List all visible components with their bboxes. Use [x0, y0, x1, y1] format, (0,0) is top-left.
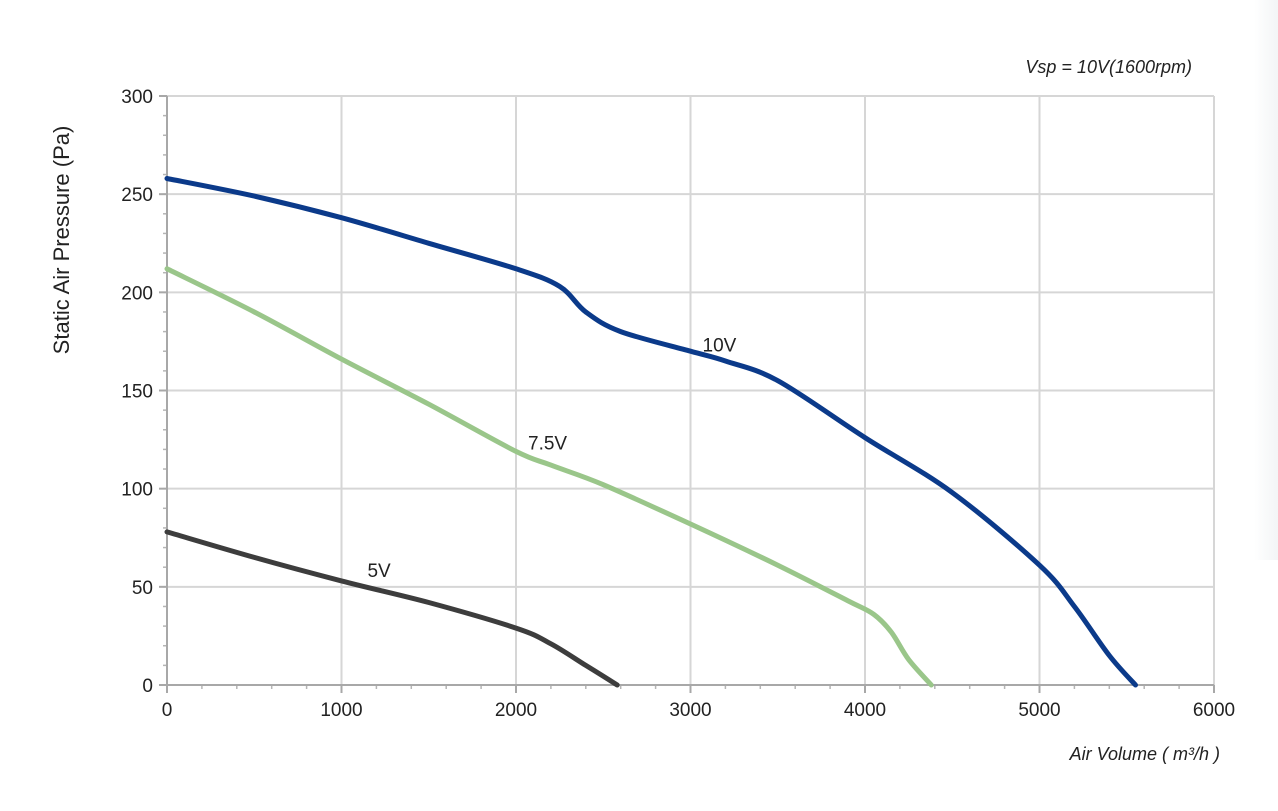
- series-line-7-5v: [164, 266, 934, 688]
- y-tick-label: 100: [121, 480, 153, 501]
- series-label-7-5v: 7.5V: [528, 433, 567, 454]
- series-label-5v: 5V: [367, 561, 391, 582]
- x-tick-label: 3000: [669, 700, 711, 721]
- y-tick-label: 0: [142, 676, 153, 697]
- x-tick-label: 0: [162, 700, 173, 721]
- tick-labels: 0 1000 2000 3000 4000 5000 6000 0 50 100 150 200 250…: [121, 87, 1235, 721]
- x-tick-label: 6000: [1193, 700, 1235, 721]
- y-tick-label: 200: [121, 283, 153, 304]
- x-axis-title: Air Volume ( m³/h ): [1069, 744, 1220, 764]
- y-tick-label: 50: [132, 578, 153, 599]
- operating-point-note: Vsp = 10V(1600rpm): [1025, 57, 1192, 77]
- grid: [167, 95, 1215, 685]
- series-line-10v: [164, 176, 1138, 688]
- x-tick-label: 2000: [495, 700, 537, 721]
- edge-shade: [1254, 0, 1278, 560]
- x-tick-label: 1000: [320, 700, 362, 721]
- x-tick-label: 4000: [844, 700, 886, 721]
- y-tick-label: 250: [121, 185, 153, 206]
- series-line-5v: [164, 529, 620, 688]
- y-tick-label: 150: [121, 382, 153, 403]
- series-lines: [164, 176, 1138, 688]
- axes: [159, 95, 1215, 693]
- y-tick-label: 300: [121, 87, 153, 108]
- y-axis-title: Static Air Pressure (Pa): [49, 125, 74, 355]
- x-tick-label: 5000: [1018, 700, 1060, 721]
- series-labels: 10V 7.5V 5V: [367, 335, 736, 582]
- series-label-10v: 10V: [703, 335, 737, 356]
